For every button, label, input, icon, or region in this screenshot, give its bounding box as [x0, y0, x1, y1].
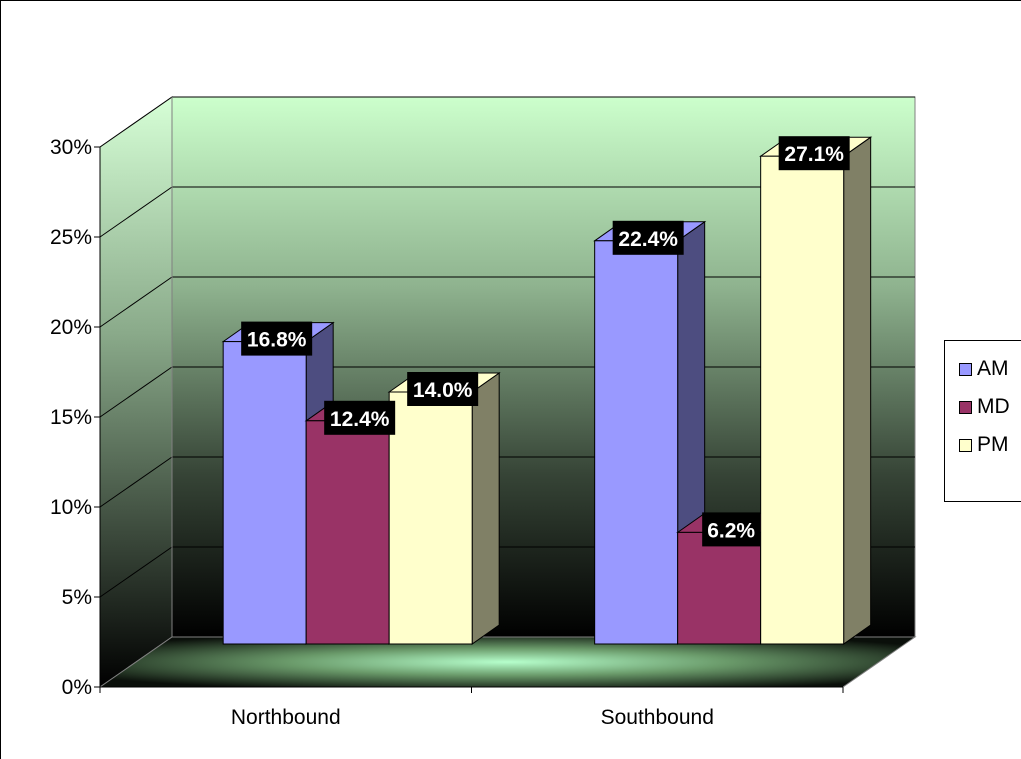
- bar-md-southbound: [677, 531, 762, 645]
- data-label-bg-md-southbound: [702, 512, 761, 547]
- gridline-depth: [99, 276, 173, 328]
- legend: AM MD PM: [944, 340, 1021, 502]
- bar-md-northbound: [305, 420, 390, 645]
- legend-item-md: MD: [959, 395, 1010, 419]
- y-tick-label: 0%: [62, 676, 92, 699]
- legend-swatch-md: [959, 400, 972, 414]
- data-label-bg-am-northbound: [241, 321, 313, 356]
- legend-item-am: AM: [959, 357, 1009, 381]
- data-label-bg-pm-northbound: [407, 372, 479, 406]
- gridline-depth: [99, 96, 173, 148]
- bar-side-pm-northbound: [471, 372, 500, 645]
- gridline-depth: [99, 456, 173, 508]
- y-tick-label: 5%: [62, 586, 92, 609]
- x-tick-label: Northbound: [231, 706, 341, 729]
- data-label-bg-pm-southbound: [778, 136, 850, 171]
- bar-side-pm-southbound: [843, 136, 872, 645]
- y-tick-label: 20%: [50, 316, 92, 339]
- data-label-am-northbound: 16.8%: [247, 329, 307, 352]
- legend-label-md: MD: [977, 395, 1010, 418]
- legend-swatch-pm: [959, 438, 972, 452]
- data-label-am-southbound: 22.4%: [618, 228, 678, 251]
- data-label-bg-md-northbound: [324, 400, 396, 435]
- gridline-depth: [99, 546, 173, 598]
- data-label-md-southbound: 6.2%: [707, 519, 755, 542]
- legend-swatch-am: [959, 362, 972, 376]
- data-label-pm-southbound: 27.1%: [784, 143, 844, 166]
- bar-am-southbound: [594, 240, 679, 645]
- x-tick-label: Southbound: [601, 706, 714, 729]
- bar-pm-northbound: [388, 391, 473, 645]
- y-tick-label: 30%: [50, 136, 92, 159]
- bar-pm-southbound: [760, 155, 845, 645]
- y-tick-label: 25%: [50, 226, 92, 249]
- bar-am-northbound: [222, 341, 307, 645]
- legend-label-am: AM: [977, 357, 1009, 380]
- y-tick-label: 15%: [50, 406, 92, 429]
- data-label-pm-northbound: 14.0%: [413, 379, 473, 402]
- data-label-bg-am-southbound: [612, 220, 684, 255]
- data-label-md-northbound: 12.4%: [330, 408, 390, 431]
- y-tick-label: 10%: [50, 496, 92, 519]
- floor: [98, 636, 917, 688]
- gridline-depth: [99, 186, 173, 238]
- legend-label-pm: PM: [977, 433, 1009, 456]
- gridline-depth: [99, 366, 173, 418]
- legend-item-pm: PM: [959, 433, 1009, 457]
